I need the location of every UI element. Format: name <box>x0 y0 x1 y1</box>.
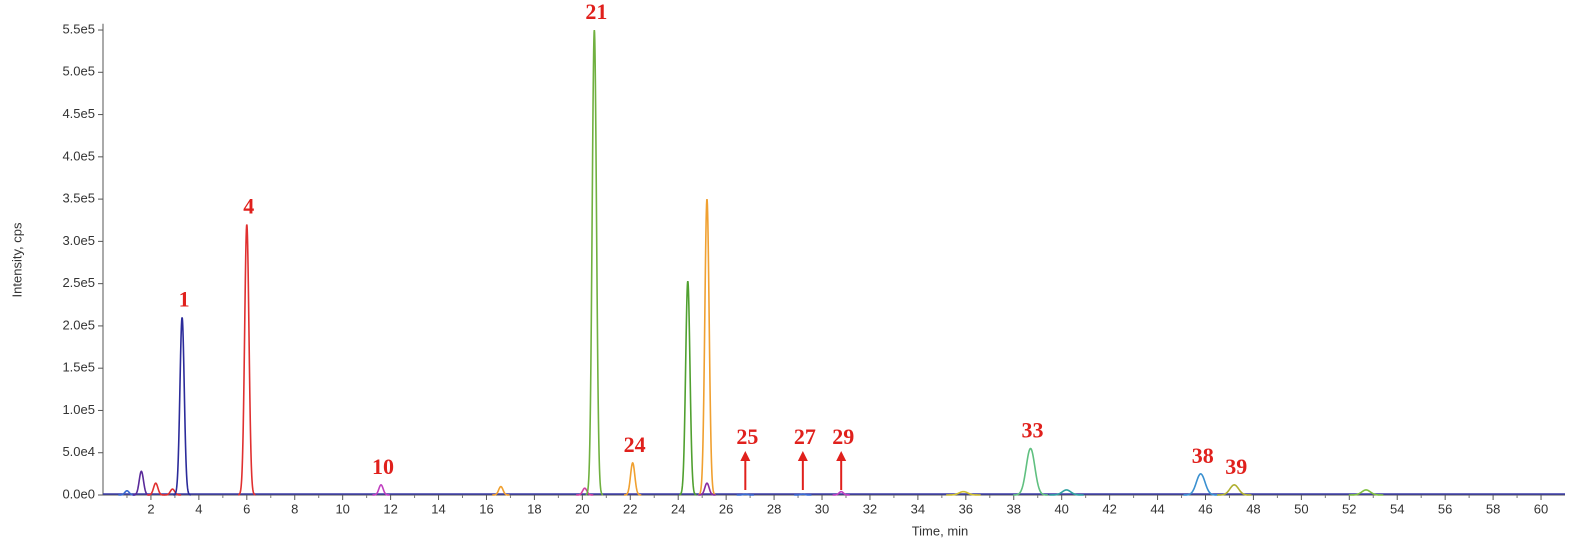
peak-label: 10 <box>372 454 394 479</box>
peak-label: 4 <box>243 194 254 219</box>
arrow-head <box>836 451 847 461</box>
y-tick-label: 5.0e4 <box>62 444 95 459</box>
y-tick-label: 2.0e5 <box>62 317 95 332</box>
peak-label: 21 <box>585 0 607 24</box>
peak <box>1216 484 1252 496</box>
peak <box>173 317 191 496</box>
peak <box>832 490 850 496</box>
x-tick-label: 40 <box>1054 501 1068 516</box>
x-axis-title: Time, min <box>912 523 969 538</box>
x-tick-label: 30 <box>815 501 829 516</box>
peak-label: 25 <box>736 424 758 449</box>
x-tick-label: 8 <box>291 501 298 516</box>
x-tick-label: 52 <box>1342 501 1356 516</box>
x-tick-label: 32 <box>863 501 877 516</box>
x-tick-label: 34 <box>911 501 925 516</box>
peak-label: 1 <box>179 287 190 312</box>
x-tick-label: 10 <box>335 501 349 516</box>
peak-label: 29 <box>832 424 854 449</box>
peak <box>238 224 256 496</box>
peak <box>736 493 754 496</box>
x-tick-label: 14 <box>431 501 445 516</box>
x-tick-label: 18 <box>527 501 541 516</box>
x-tick-label: 56 <box>1438 501 1452 516</box>
peak-label: 39 <box>1225 454 1247 479</box>
x-tick-label: 42 <box>1102 501 1116 516</box>
x-tick-label: 6 <box>243 501 250 516</box>
peak <box>1049 489 1084 496</box>
peak <box>576 487 594 496</box>
peak <box>698 198 716 496</box>
x-tick-label: 20 <box>575 501 589 516</box>
peak <box>147 482 165 496</box>
x-tick-label: 54 <box>1390 501 1404 516</box>
y-tick-label: 4.0e5 <box>62 148 95 163</box>
peak <box>585 29 604 496</box>
y-tick-label: 2.5e5 <box>62 275 95 290</box>
x-tick-label: 38 <box>1007 501 1021 516</box>
x-tick-label: 46 <box>1198 501 1212 516</box>
x-tick-label: 24 <box>671 501 685 516</box>
peak <box>698 482 716 496</box>
y-tick-label: 5.0e5 <box>62 64 95 79</box>
peak-label: 24 <box>624 432 646 457</box>
peak-label: 33 <box>1022 418 1044 443</box>
peak <box>492 485 510 496</box>
x-tick-label: 22 <box>623 501 637 516</box>
x-tick-label: 48 <box>1246 501 1260 516</box>
peak <box>624 461 642 496</box>
peak <box>132 470 150 496</box>
x-tick-label: 58 <box>1486 501 1500 516</box>
arrow-head <box>797 451 808 461</box>
x-tick-label: 26 <box>719 501 733 516</box>
y-tick-label: 4.5e5 <box>62 106 95 121</box>
x-tick-label: 60 <box>1534 501 1548 516</box>
peak <box>679 280 697 496</box>
y-axis-title: Intensity, cps <box>9 222 24 297</box>
peak <box>1013 447 1048 496</box>
peak <box>946 490 981 496</box>
peak <box>794 493 812 496</box>
x-tick-label: 50 <box>1294 501 1308 516</box>
x-tick-label: 2 <box>147 501 154 516</box>
peak-label: 38 <box>1192 443 1214 468</box>
x-tick-label: 28 <box>767 501 781 516</box>
peak <box>1183 473 1218 496</box>
y-tick-label: 1.5e5 <box>62 360 95 375</box>
arrow-head <box>740 451 751 461</box>
peak <box>163 488 182 496</box>
y-tick-label: 3.5e5 <box>62 191 95 206</box>
peak <box>1348 489 1384 496</box>
peak <box>372 484 390 496</box>
x-tick-label: 12 <box>383 501 397 516</box>
x-tick-label: 44 <box>1150 501 1164 516</box>
x-tick-label: 36 <box>959 501 973 516</box>
x-tick-label: 16 <box>479 501 493 516</box>
peak-label: 27 <box>794 424 816 449</box>
y-tick-label: 1.0e5 <box>62 402 95 417</box>
y-tick-label: 5.5e5 <box>62 21 95 36</box>
y-tick-label: 0.0e0 <box>62 486 95 501</box>
y-tick-label: 3.0e5 <box>62 233 95 248</box>
x-tick-label: 4 <box>195 501 202 516</box>
